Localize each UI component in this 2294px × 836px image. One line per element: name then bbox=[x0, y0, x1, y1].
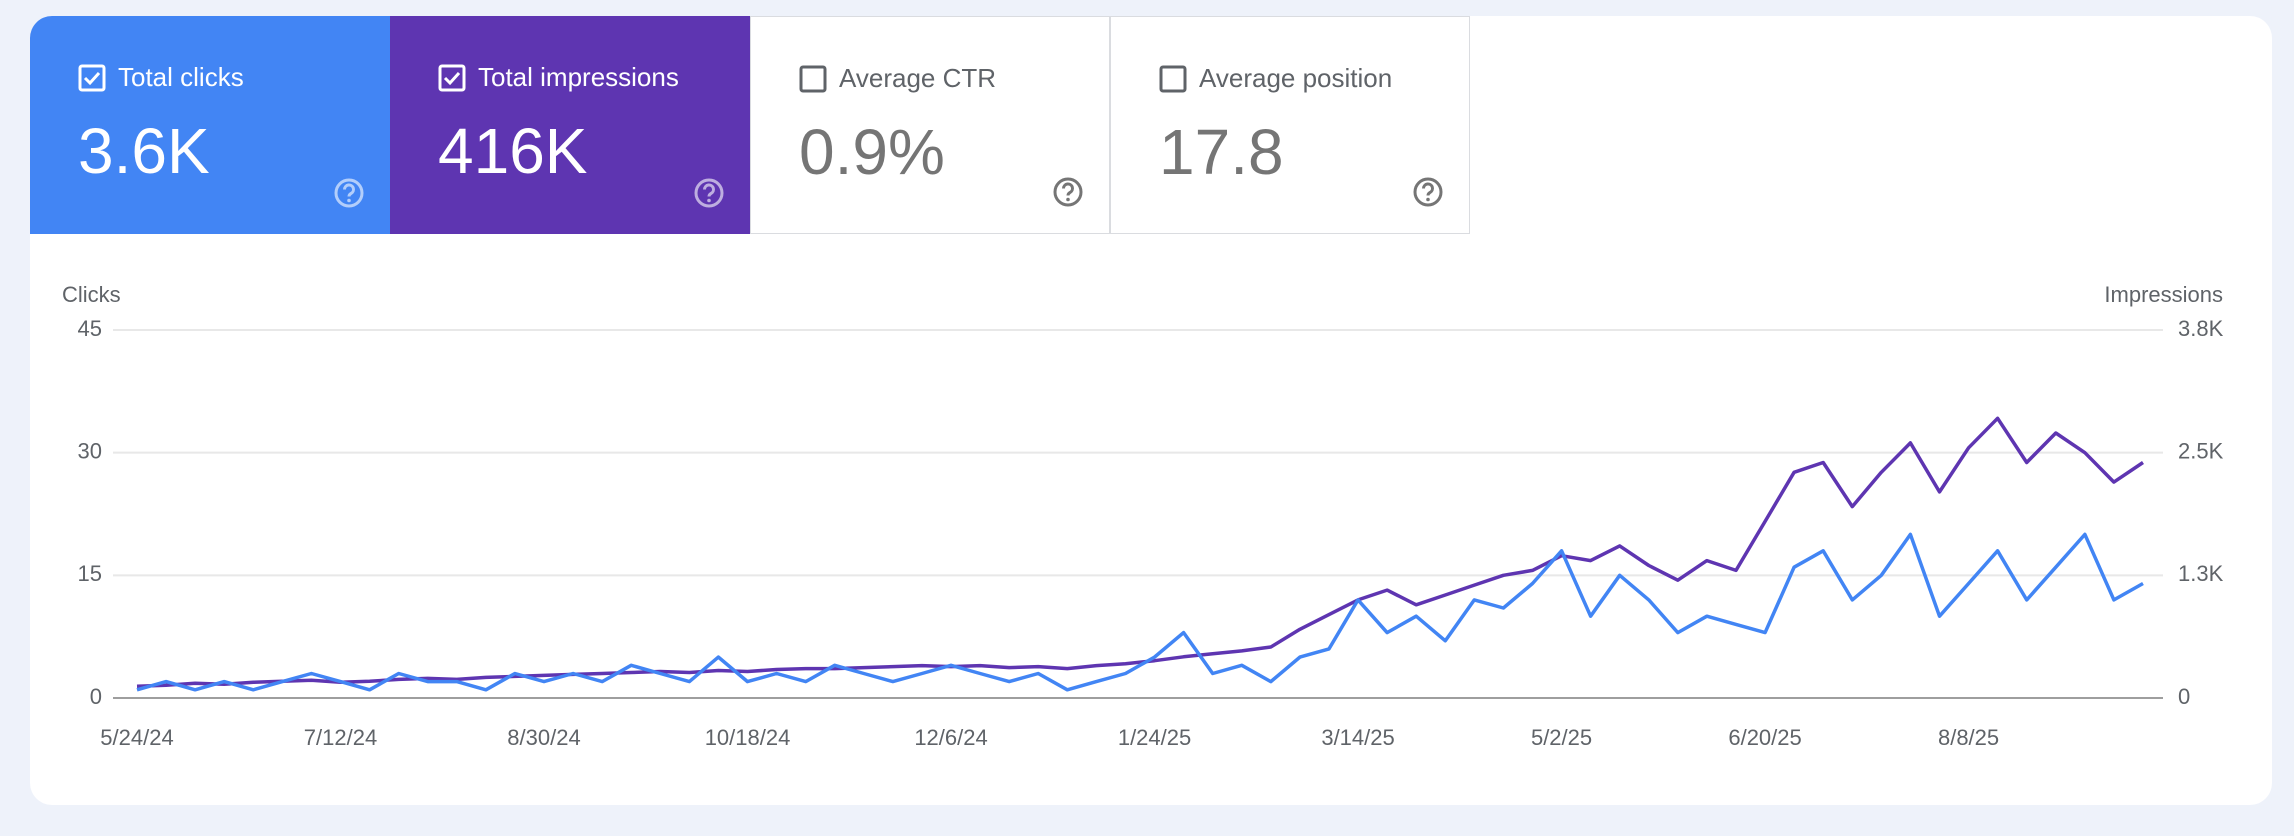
help-icon[interactable] bbox=[693, 177, 725, 209]
y2-axis-title: Impressions bbox=[2104, 282, 2223, 307]
checkbox bbox=[78, 64, 106, 91]
metric-tile[interactable]: Total impressions 416K bbox=[390, 16, 750, 234]
metric-value: 0.9% bbox=[799, 116, 945, 188]
metric-value: 416K bbox=[438, 115, 588, 187]
metric-name: Total impressions bbox=[478, 62, 679, 92]
x-tick-label: 5/2/25 bbox=[1531, 725, 1592, 750]
y-tick-label: 45 bbox=[78, 316, 102, 341]
y2-tick-label: 2.5K bbox=[2178, 438, 2224, 463]
checkbox bbox=[438, 64, 466, 91]
x-tick-label: 3/14/25 bbox=[1321, 725, 1394, 750]
metric-tile[interactable]: Average position 17.8 bbox=[1110, 16, 1470, 234]
metric-name: Average CTR bbox=[839, 63, 997, 93]
x-tick-label: 7/12/24 bbox=[304, 725, 377, 750]
metric-label: Average position bbox=[1159, 63, 1392, 94]
metric-label: Total impressions bbox=[438, 62, 679, 93]
help-icon[interactable] bbox=[1052, 176, 1084, 208]
x-tick-label: 8/30/24 bbox=[507, 725, 580, 750]
y2-tick-label: 3.8K bbox=[2178, 316, 2224, 341]
checkbox bbox=[1159, 65, 1187, 92]
checkbox bbox=[799, 65, 827, 92]
help-icon[interactable] bbox=[333, 177, 365, 209]
help-icon[interactable] bbox=[1412, 176, 1444, 208]
x-tick-label: 12/6/24 bbox=[914, 725, 987, 750]
y2-tick-label: 1.3K bbox=[2178, 561, 2224, 586]
metric-tile[interactable]: Average CTR 0.9% bbox=[750, 16, 1110, 234]
y-tick-label: 15 bbox=[78, 561, 102, 586]
series-line bbox=[136, 532, 2144, 692]
metric-name: Total clicks bbox=[118, 62, 244, 92]
series-line bbox=[136, 416, 2144, 688]
x-tick-label: 10/18/24 bbox=[705, 725, 791, 750]
metric-value: 3.6K bbox=[78, 115, 210, 187]
y-tick-label: 30 bbox=[78, 438, 102, 463]
x-tick-label: 5/24/24 bbox=[100, 725, 173, 750]
metric-value: 17.8 bbox=[1159, 116, 1284, 188]
performance-panel: Clicks Impressions 0 15 30 45 0 1.3K 2.5K 3.8K 5/2… bbox=[30, 16, 2272, 805]
chart: Clicks Impressions 0 15 30 45 0 1.3K 2.5K 3.8K 5/2… bbox=[62, 282, 2224, 750]
y-tick-label: 0 bbox=[90, 684, 102, 709]
metric-label: Total clicks bbox=[78, 62, 244, 93]
metric-label: Average CTR bbox=[799, 63, 996, 94]
y-axis-title: Clicks bbox=[62, 282, 121, 307]
x-tick-label: 6/20/25 bbox=[1728, 725, 1801, 750]
x-tick-label: 8/8/25 bbox=[1938, 725, 1999, 750]
metric-name: Average position bbox=[1199, 63, 1393, 93]
y2-tick-label: 0 bbox=[2178, 684, 2190, 709]
metric-tile[interactable]: Total clicks 3.6K bbox=[30, 16, 390, 234]
x-tick-label: 1/24/25 bbox=[1118, 725, 1191, 750]
